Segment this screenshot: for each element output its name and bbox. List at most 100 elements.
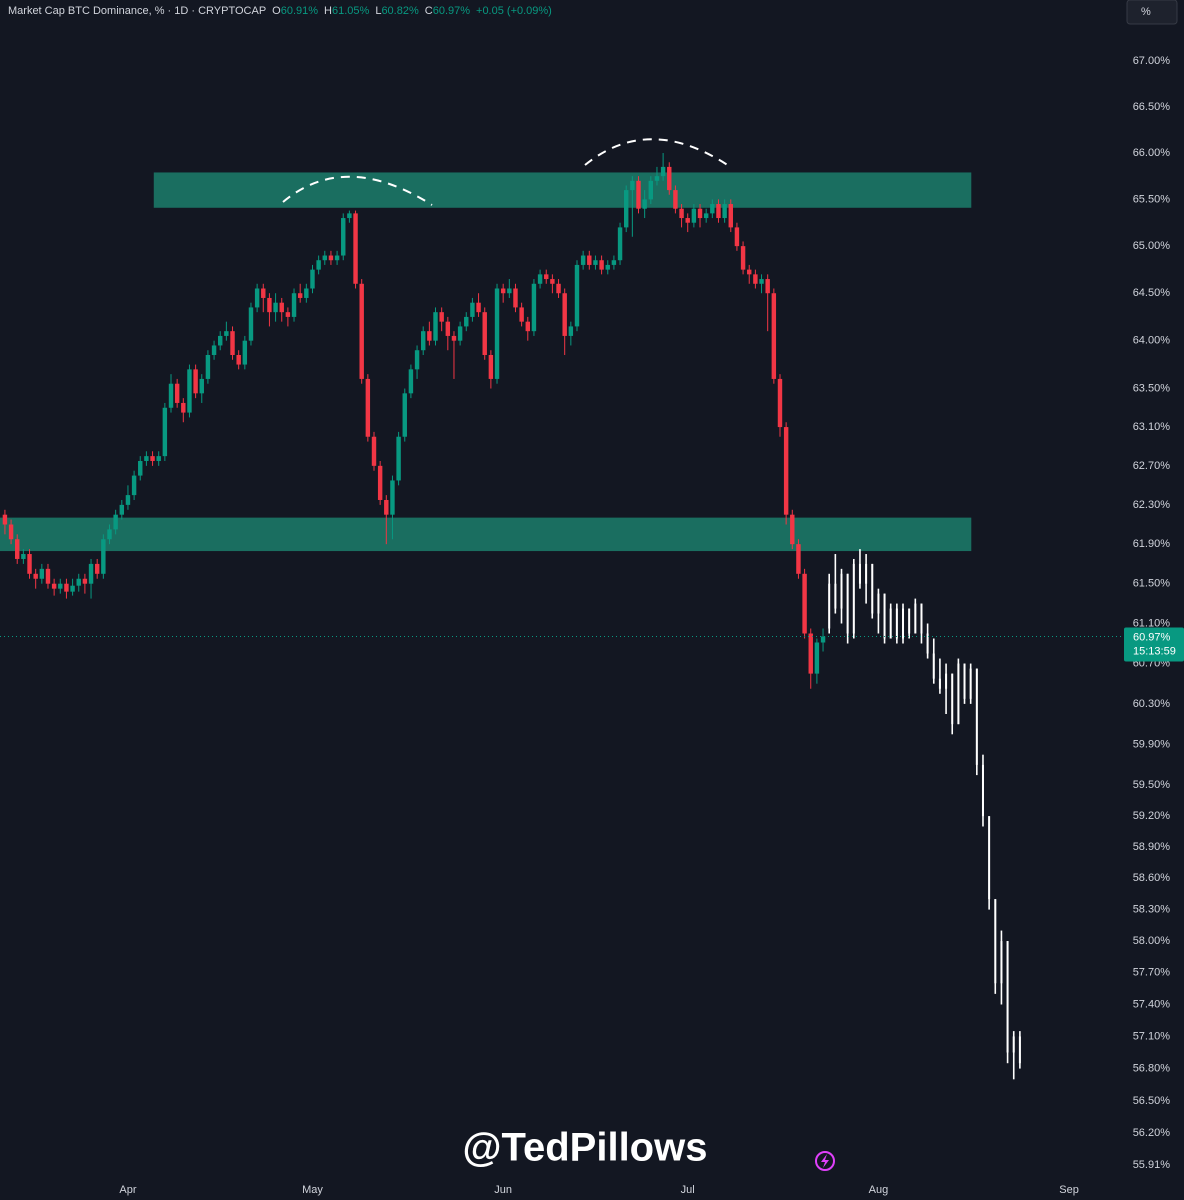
candle-body	[994, 899, 997, 984]
candle-body	[883, 593, 886, 639]
candle-body	[550, 279, 555, 284]
candle-body	[433, 312, 438, 341]
candle-body	[519, 307, 524, 322]
candle-body	[796, 544, 801, 574]
candle-body	[648, 180, 654, 200]
candle-body	[488, 355, 494, 379]
candle-body	[660, 166, 666, 177]
candle-body	[168, 383, 174, 408]
candle-body	[667, 166, 672, 191]
candle-body	[224, 331, 229, 336]
candle-body	[101, 539, 106, 574]
candle-body	[113, 514, 118, 530]
y-tick-label: 59.50%	[1133, 779, 1171, 791]
candle-body	[470, 302, 475, 317]
candle-body	[248, 307, 254, 341]
y-tick-label: 57.10%	[1133, 1030, 1171, 1042]
y-tick-label: 63.10%	[1133, 421, 1171, 433]
candle-body	[377, 465, 383, 500]
candle-body	[94, 563, 100, 574]
candle-body	[254, 288, 260, 308]
candle-body	[2, 514, 8, 525]
candle-body	[716, 204, 721, 219]
candle-body	[926, 633, 929, 654]
candle-body	[808, 633, 813, 674]
candle-body	[820, 636, 826, 643]
candle-body	[765, 279, 770, 294]
candle-body	[451, 335, 457, 341]
candle-body	[205, 355, 211, 379]
candle-body	[150, 456, 155, 461]
candle-body	[790, 514, 795, 545]
candle-body	[703, 213, 709, 219]
header-value: 60.91%	[281, 5, 319, 17]
candle-body	[33, 573, 38, 579]
y-tick-label: 56.20%	[1133, 1127, 1171, 1139]
candle-body	[64, 583, 69, 592]
candle-body	[144, 456, 149, 461]
candle-body	[88, 563, 94, 584]
y-tick-label: 63.50%	[1133, 382, 1171, 394]
candle-body	[513, 288, 518, 308]
y-tick-label: 56.80%	[1133, 1062, 1171, 1074]
candle-body	[988, 816, 991, 900]
candle-body	[131, 475, 137, 496]
watermark: @TedPillows	[463, 1126, 708, 1170]
candle-body	[531, 283, 537, 332]
y-tick-label: 62.30%	[1133, 499, 1171, 511]
y-tick-label: 58.60%	[1133, 872, 1171, 884]
scale-button-label[interactable]: %	[1141, 6, 1151, 18]
candle-body	[285, 312, 291, 317]
scale-button[interactable]	[1126, 0, 1178, 25]
candle-body	[494, 288, 500, 379]
candle-body	[852, 563, 855, 634]
candle-body	[877, 593, 880, 614]
candle-body	[611, 260, 617, 265]
zone	[153, 172, 972, 208]
y-tick-label: 66.00%	[1133, 147, 1171, 159]
candle-body	[871, 563, 874, 614]
candle-body	[420, 331, 426, 351]
candle-body	[537, 274, 543, 284]
candle-body	[76, 578, 81, 586]
candle-body	[865, 563, 868, 584]
candle-body	[1006, 941, 1009, 1053]
y-tick-label: 59.90%	[1133, 738, 1171, 750]
y-tick-label: 66.50%	[1133, 101, 1171, 113]
candle-body	[722, 204, 727, 219]
candle-body	[673, 190, 678, 209]
candle-body	[21, 554, 26, 559]
candle-body	[353, 213, 358, 284]
candle-body	[828, 583, 831, 629]
last-price-label: 60.97%	[1133, 631, 1171, 643]
candle-body	[199, 378, 204, 394]
y-tick-label: 64.00%	[1133, 335, 1171, 347]
dashed-arc	[282, 175, 433, 206]
candle-body	[125, 495, 131, 505]
y-tick-label: 67.00%	[1133, 55, 1171, 67]
candle-body	[51, 583, 57, 589]
candle-body	[384, 499, 389, 515]
candle-body	[963, 663, 966, 699]
candle-body	[15, 539, 20, 559]
candle-body	[679, 208, 684, 219]
candle-body	[304, 288, 309, 298]
candle-body	[544, 274, 549, 280]
candle-body	[580, 255, 586, 265]
candle-body	[697, 208, 703, 219]
candle-body	[39, 568, 45, 579]
candle-body	[654, 176, 660, 181]
candle-body	[728, 204, 733, 228]
icon-ring	[815, 1151, 835, 1171]
zones	[0, 172, 972, 552]
candle-body	[328, 255, 334, 261]
candle-body	[445, 321, 451, 336]
candle-body	[70, 585, 75, 592]
candle-body	[156, 456, 161, 461]
candle-body	[636, 180, 641, 209]
candle-body	[623, 190, 629, 228]
last-price-badge	[1124, 627, 1184, 662]
candle-body	[920, 603, 923, 634]
candle-body	[396, 436, 401, 481]
y-tick-label: 61.90%	[1133, 538, 1171, 550]
